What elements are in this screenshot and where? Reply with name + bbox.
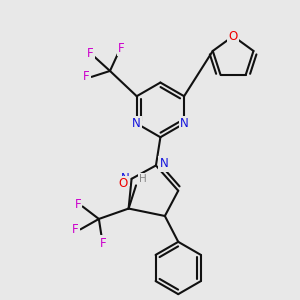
Text: O: O [118,177,128,190]
Text: N: N [132,117,141,130]
Text: O: O [229,30,238,43]
Text: F: F [87,46,93,60]
Text: F: F [74,198,81,211]
Text: N: N [120,172,129,185]
Text: N: N [180,117,188,130]
Text: F: F [118,42,124,55]
Text: H: H [139,174,147,184]
Text: F: F [72,223,78,236]
Text: N: N [160,158,168,170]
Text: F: F [83,70,89,83]
Text: F: F [100,236,106,250]
